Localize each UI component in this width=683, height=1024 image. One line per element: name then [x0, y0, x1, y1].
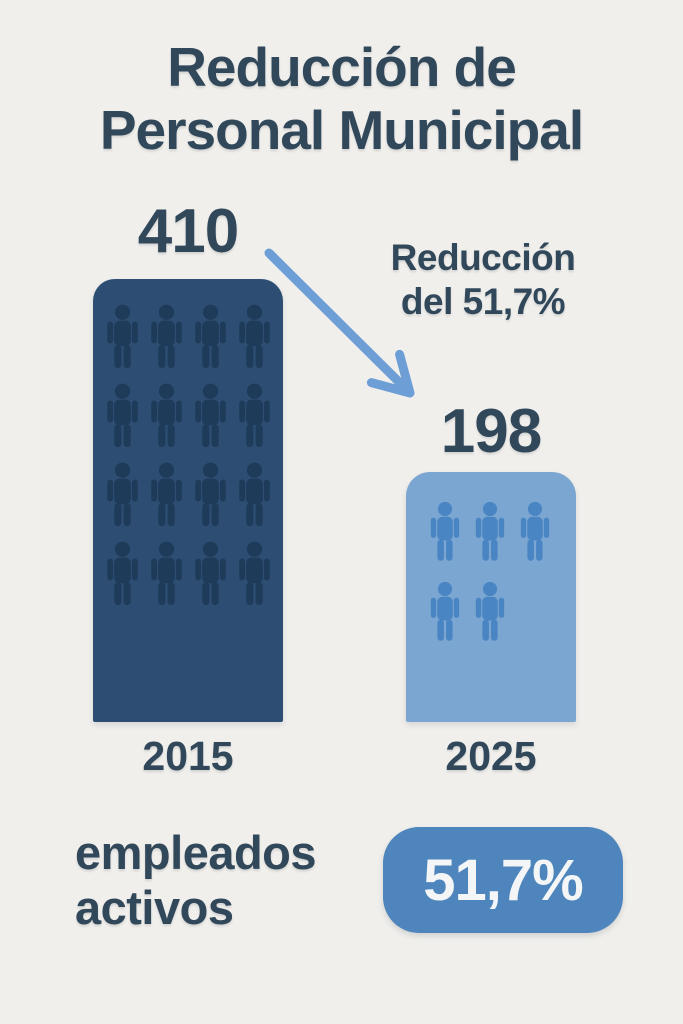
bar-2015 [93, 279, 283, 722]
person-icon [475, 581, 505, 641]
reduction-annotation-line1: Reducción [390, 237, 576, 278]
page-title-line2: Personal Municipal [99, 99, 584, 162]
person-icon-row [102, 461, 275, 527]
person-icon [194, 304, 226, 369]
person-icon [106, 304, 138, 369]
person-icon-row [426, 500, 554, 562]
reduction-annotation-line2: del 51,7% [400, 281, 566, 323]
reduction-annotation: Reducción del 51,7% [348, 236, 618, 325]
footer-label-line1: empleados [75, 826, 317, 879]
person-icon-row [102, 382, 275, 448]
person-icon [430, 581, 460, 641]
person-icon [106, 541, 138, 606]
person-icon [475, 501, 505, 561]
person-icon [430, 501, 460, 561]
person-icon-grid-2015 [101, 303, 275, 606]
axis-label-2025: 2025 [445, 733, 537, 779]
person-icon-row [102, 303, 275, 369]
person-icon [150, 462, 182, 527]
person-icon [194, 462, 226, 527]
footer-label: empleados activos [75, 826, 317, 936]
page-title-line1: Reducción de [167, 36, 517, 98]
person-icon [194, 541, 226, 606]
bar-2025 [406, 472, 576, 722]
person-icon [238, 462, 270, 527]
person-icon [520, 501, 550, 561]
person-icon [150, 304, 182, 369]
page-title: Reducción de Personal Municipal [0, 36, 683, 163]
value-label-2025: 198 [440, 397, 542, 466]
person-icon [106, 462, 138, 527]
person-icon [238, 541, 270, 606]
value-label-2015: 410 [137, 197, 239, 266]
person-icon-row [426, 580, 509, 642]
person-icon [238, 383, 270, 448]
person-icon [150, 383, 182, 448]
person-icon [194, 383, 226, 448]
axis-label-2015: 2015 [142, 733, 234, 779]
person-icon-grid-2025 [426, 500, 576, 642]
person-icon-row [102, 540, 275, 606]
person-icon [150, 541, 182, 606]
percentage-badge: 51,7% [383, 827, 623, 933]
footer-label-line2: activos [75, 880, 234, 934]
decline-arrow-icon [264, 248, 415, 398]
person-icon [106, 383, 138, 448]
person-icon [238, 304, 270, 369]
